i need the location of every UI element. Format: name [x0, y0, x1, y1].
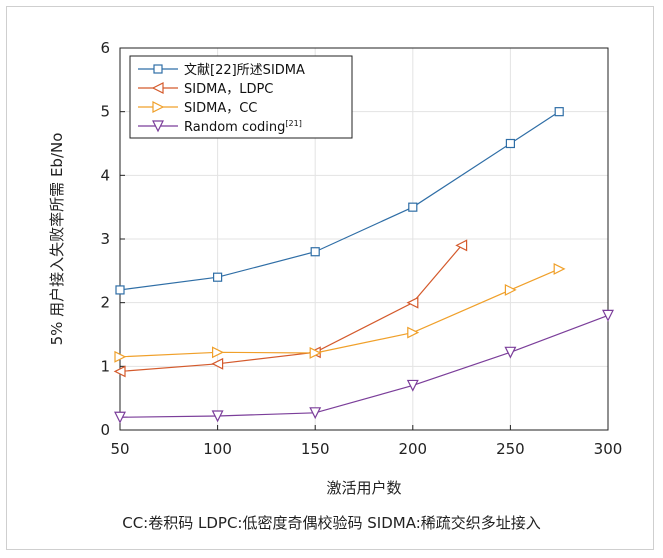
series-line: [119, 268, 560, 358]
x-tick-label: 150: [301, 440, 330, 458]
x-tick-label: 300: [594, 440, 623, 458]
data-point: [114, 350, 127, 363]
data-point: [455, 239, 468, 252]
data-point: [504, 283, 517, 296]
series-group: [113, 107, 614, 424]
data-point: [407, 326, 420, 339]
y-tick-label: 5: [100, 103, 110, 121]
y-axis-label: 5% 用户接入失败率所需 Eb/No: [48, 133, 66, 346]
legend-label: 文献[22]所述SIDMA: [184, 63, 305, 78]
data-point: [554, 107, 564, 117]
data-point: [504, 346, 517, 359]
y-tick-label: 4: [100, 166, 110, 184]
x-axis-label: 激活用户数: [326, 479, 401, 497]
x-tick-label: 250: [496, 440, 525, 458]
data-point: [113, 365, 126, 378]
data-point: [553, 262, 566, 275]
figure-caption: CC:卷积码 LDPC:低密度奇偶校验码 SIDMA:稀疏交织多址接入: [122, 514, 541, 532]
series-0: [115, 107, 564, 295]
x-tick-label: 50: [110, 440, 129, 458]
data-point: [406, 296, 419, 309]
data-point: [408, 202, 418, 212]
legend-label: Random coding[21]: [184, 119, 302, 135]
data-point: [309, 346, 322, 359]
legend: 文献[22]所述SIDMA SIDMA，LDPC SIDMA，CC Random co…: [129, 55, 353, 139]
legend-marker: [153, 64, 163, 74]
data-point: [602, 309, 614, 322]
y-tick-label: 1: [100, 357, 110, 375]
series-3: [114, 309, 614, 424]
series-1: [113, 239, 468, 378]
x-tick-label: 200: [398, 440, 427, 458]
legend-label: SIDMA，LDPC: [184, 82, 273, 97]
data-point: [211, 410, 224, 423]
y-tick-label: 6: [100, 39, 110, 57]
legend-label-superscript: [21]: [285, 119, 301, 128]
legend-marker: [152, 120, 164, 133]
data-point: [212, 346, 224, 359]
data-point: [115, 285, 125, 295]
legend-box: [129, 55, 353, 139]
y-tick-label: 3: [100, 230, 110, 248]
series-line: [119, 111, 560, 291]
series-line: [119, 314, 609, 418]
data-point: [505, 138, 515, 149]
data-point: [310, 247, 320, 257]
series-2: [114, 262, 566, 363]
legend-marker: [152, 101, 165, 113]
data-point: [309, 407, 322, 420]
data-point: [213, 272, 223, 282]
data-point: [406, 379, 419, 392]
data-point: [211, 357, 224, 370]
legend-marker: [151, 82, 164, 94]
data-point: [114, 411, 126, 424]
y-tick-label: 2: [100, 294, 110, 312]
axis-ticks: 50 100 150 200 250 300 0 1 2 3 4 5 6: [100, 39, 622, 458]
x-tick-label: 100: [203, 440, 232, 458]
y-tick-label: 0: [100, 421, 110, 439]
legend-label: SIDMA，CC: [184, 101, 257, 116]
